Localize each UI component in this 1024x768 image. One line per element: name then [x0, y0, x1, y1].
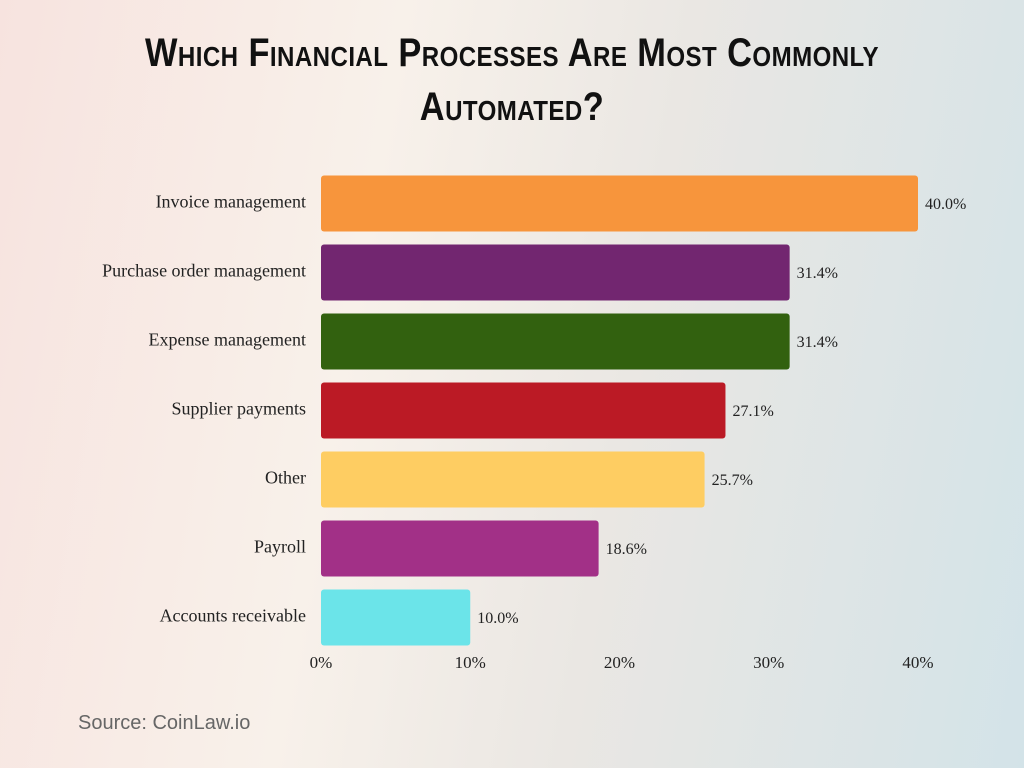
value-label: 31.4% — [797, 265, 838, 282]
bar — [321, 451, 705, 508]
x-tick-label: 30% — [753, 653, 784, 672]
value-label: 18.6% — [606, 541, 647, 558]
x-tick-label: 20% — [604, 653, 635, 672]
category-label: Invoice management — [156, 192, 306, 212]
x-tick-label: 0% — [310, 653, 333, 672]
bar — [321, 313, 790, 370]
value-label: 27.1% — [732, 403, 773, 420]
x-tick-label: 40% — [902, 653, 933, 672]
category-label: Accounts receivable — [160, 606, 306, 626]
category-label: Expense management — [149, 330, 306, 350]
chart-title: Which Financial Processes Are Most Commo… — [145, 31, 879, 129]
value-label: 31.4% — [797, 334, 838, 351]
source: Source: CoinLaw.io — [78, 712, 251, 734]
x-tick-label: 10% — [455, 653, 486, 672]
category-label: Purchase order management — [102, 261, 306, 281]
category-label: Payroll — [254, 537, 306, 557]
value-label: 10.0% — [477, 610, 518, 627]
value-label: 25.7% — [712, 472, 753, 489]
bar — [321, 589, 471, 646]
category-label: Supplier payments — [172, 399, 306, 419]
bar — [321, 520, 599, 577]
bar — [321, 175, 918, 232]
bar — [321, 244, 790, 301]
bar — [321, 382, 726, 439]
category-label: Other — [265, 468, 306, 488]
value-label: 40.0% — [925, 196, 966, 213]
